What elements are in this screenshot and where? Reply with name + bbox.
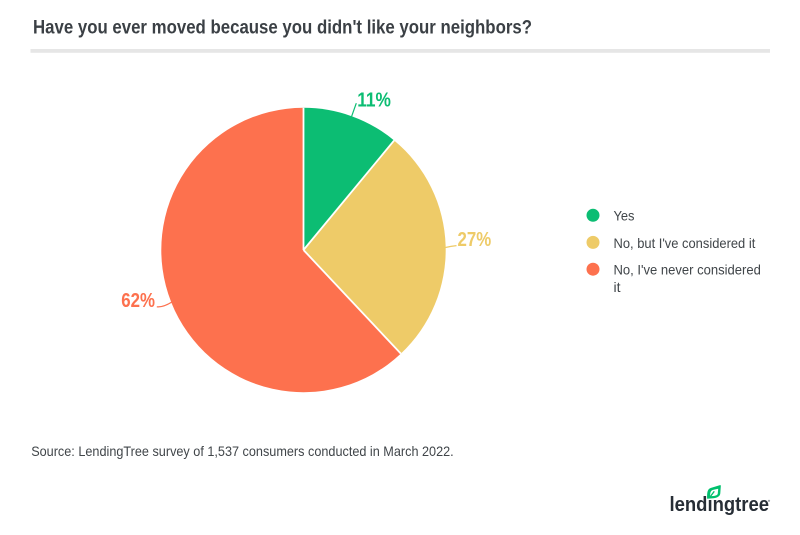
svg-text:27%: 27% [458,229,492,251]
svg-text:Yes: Yes [614,208,635,224]
svg-text:No, but I've considered it: No, but I've considered it [614,235,756,251]
svg-text:11%: 11% [357,90,391,112]
svg-text:62%: 62% [121,290,155,312]
svg-text:Source: LendingTree survey of: Source: LendingTree survey of 1,537 cons… [31,443,454,459]
svg-text:lendıngtree: lendıngtree [670,494,770,516]
svg-text:Have you ever moved because yo: Have you ever moved because you didn't l… [33,18,532,39]
svg-text:No, I've never considered: No, I've never considered [614,262,761,278]
svg-text:it: it [614,279,621,295]
